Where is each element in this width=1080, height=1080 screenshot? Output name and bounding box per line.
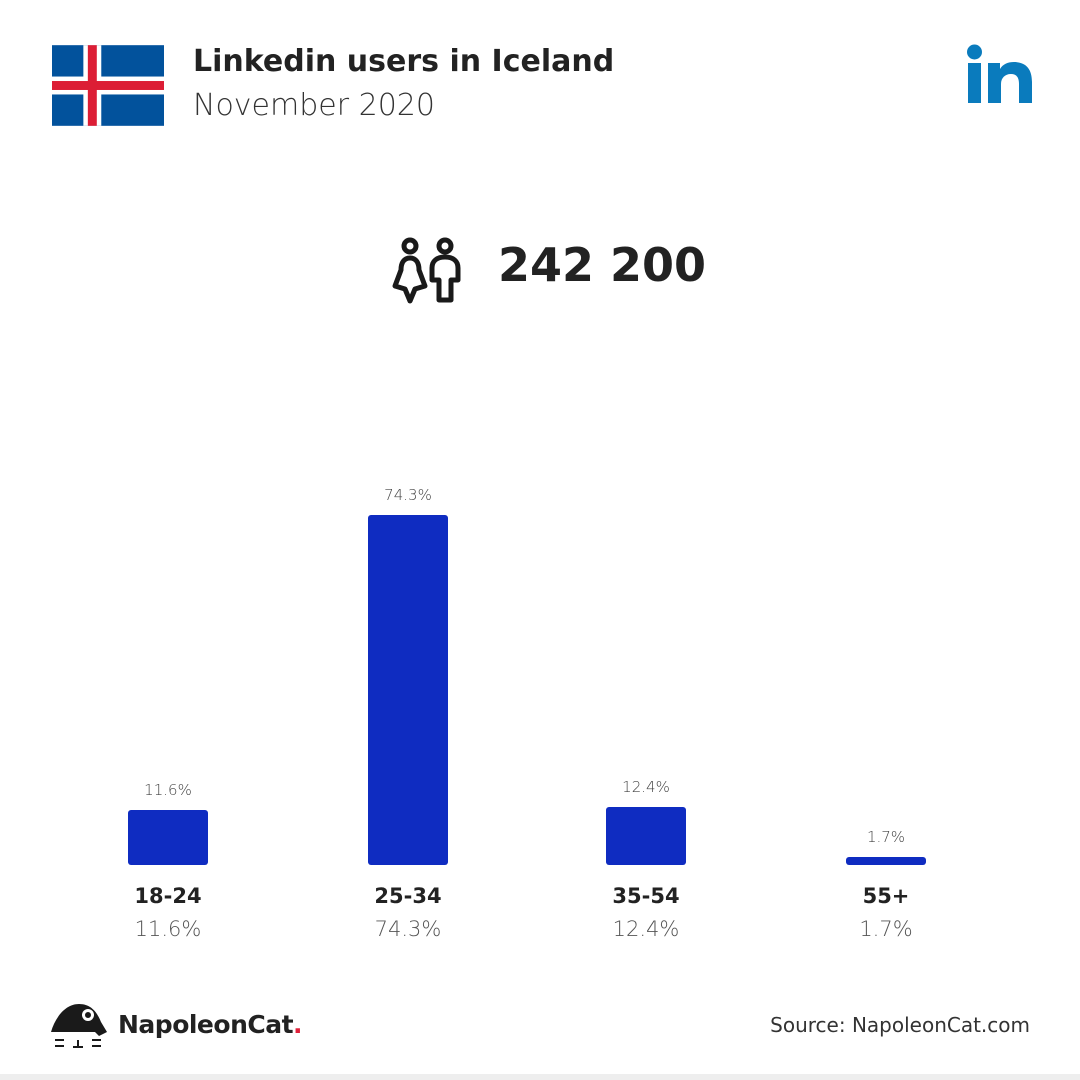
bar-value-label: 12.4% — [622, 777, 670, 796]
brand-dot: . — [293, 1010, 303, 1039]
brand-name: NapoleonCat — [118, 1010, 294, 1039]
footer-strip — [0, 1074, 1080, 1080]
bar-55+ — [846, 856, 926, 865]
total-users: 242 200 — [498, 238, 707, 292]
bar-18-24 — [128, 810, 208, 865]
category-label: 35-54 — [612, 884, 680, 908]
people-icon — [390, 236, 466, 310]
bar-25-34 — [368, 515, 448, 865]
category-percent: 12.4% — [612, 917, 680, 941]
category-percent: 1.7% — [859, 917, 913, 941]
linkedin-logo-icon — [966, 44, 1034, 108]
bar-value-label: 11.6% — [144, 781, 192, 800]
source-text: Source: NapoleonCat.com — [770, 1013, 1030, 1037]
category-label: 55+ — [862, 884, 910, 908]
bar-value-label: 1.7% — [866, 827, 906, 846]
category-label: 25-34 — [374, 884, 442, 908]
bar-35-54 — [606, 806, 686, 865]
page-subtitle: November 2020 — [193, 88, 435, 123]
page-title: Linkedin users in Iceland — [193, 44, 615, 79]
category-percent: 74.3% — [374, 917, 442, 941]
category-percent: 11.6% — [134, 917, 202, 941]
napoleoncat-logo-icon — [47, 1000, 109, 1056]
category-label: 18-24 — [134, 884, 202, 908]
iceland-flag-icon — [52, 45, 164, 126]
bar-value-label: 74.3% — [384, 486, 432, 504]
